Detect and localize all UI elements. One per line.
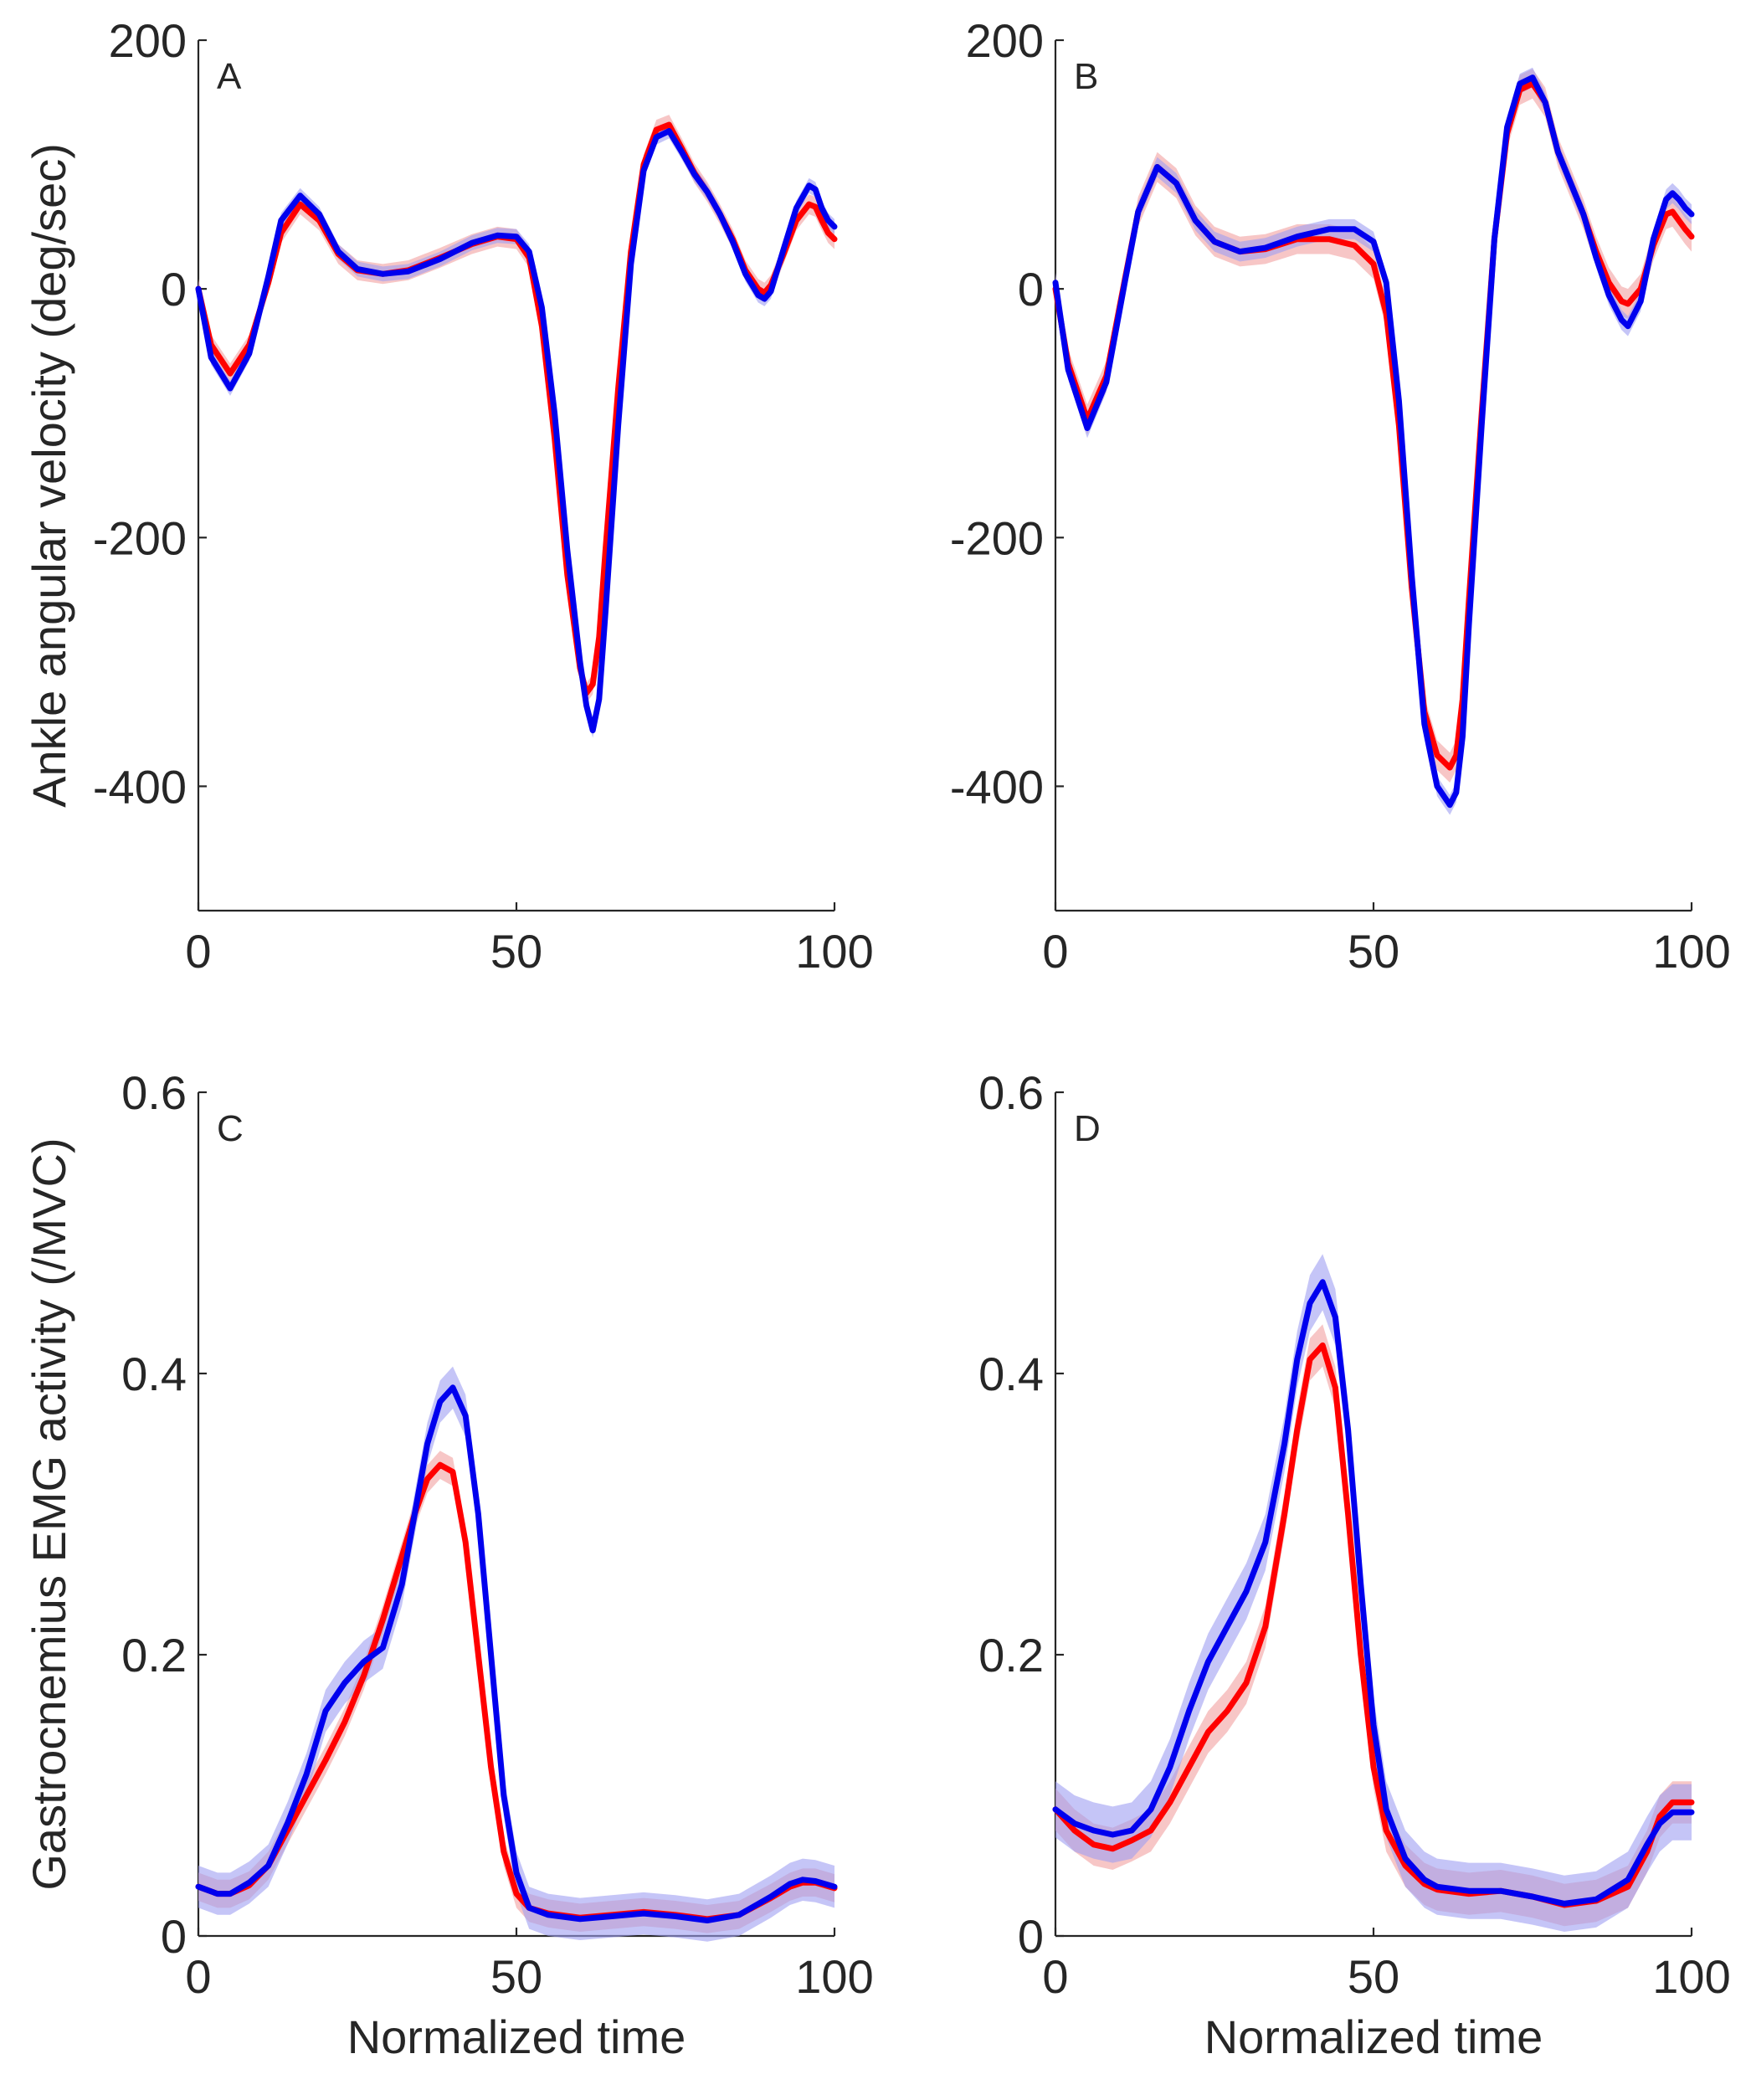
panel-b: -400 -200 0 200 0 50 100 B — [950, 14, 1731, 978]
x-axis-label: Normalized time — [1204, 2010, 1543, 2063]
panel-letter: A — [217, 56, 242, 97]
series-band-blue — [198, 1366, 834, 1942]
series-band-blue — [1055, 1254, 1692, 1932]
y-tick-label: 200 — [966, 14, 1044, 67]
x-tick-label: 100 — [795, 925, 873, 978]
x-tick-label: 50 — [490, 925, 542, 978]
panel-letter: B — [1074, 56, 1098, 97]
y-tick-label: 0.6 — [978, 1066, 1044, 1119]
series-line-red — [195, 1461, 838, 1923]
x-tick-label: 0 — [1042, 1950, 1068, 2003]
panel-d: 0 0.2 0.4 0.6 0 50 100 D Normalized time — [978, 1066, 1731, 2063]
panel-letter: C — [217, 1108, 244, 1149]
panel-c: 0 0.2 0.4 0.6 0 50 100 C Normalized time Gastrocn… — [23, 1066, 874, 2063]
series-line-red — [195, 121, 838, 696]
series-line-blue — [1052, 1279, 1695, 1907]
y-tick-label: 0 — [1018, 1910, 1044, 1963]
y-tick-label: -400 — [93, 760, 187, 813]
y-tick-label: 0.6 — [121, 1066, 187, 1119]
y-tick-label: -200 — [950, 511, 1044, 564]
y-tick-label: 0.4 — [121, 1348, 187, 1400]
y-axis-label: Gastrocnemius EMG activity (/MVC) — [23, 1137, 75, 1890]
x-tick-label: 0 — [185, 925, 211, 978]
panel-a: -400 -200 0 200 0 50 100 A Ankle angular velocit… — [23, 14, 874, 978]
y-tick-label: 0.4 — [978, 1348, 1044, 1400]
x-axis-label: Normalized time — [347, 2010, 686, 2063]
x-tick-label: 50 — [490, 1950, 542, 2003]
x-tick-label: 100 — [795, 1950, 873, 2003]
x-tick-label: 50 — [1348, 1950, 1399, 2003]
x-tick-label: 0 — [185, 1950, 211, 2003]
x-tick-label: 0 — [1042, 925, 1068, 978]
series-line-blue — [1052, 74, 1695, 809]
x-tick-label: 100 — [1652, 925, 1730, 978]
y-axis-label: Ankle angular velocity (deg/sec) — [23, 143, 75, 808]
y-tick-label: 0 — [161, 1910, 187, 1963]
series-line-blue — [195, 1384, 838, 1923]
series-line-blue — [195, 128, 838, 734]
y-tick-label: -200 — [93, 511, 187, 564]
y-tick-label: 0 — [161, 263, 187, 316]
y-tick-label: 200 — [109, 14, 187, 67]
panel-letter: D — [1074, 1108, 1101, 1149]
y-tick-label: -400 — [950, 760, 1044, 813]
x-tick-label: 100 — [1652, 1950, 1730, 2003]
y-tick-label: 0.2 — [978, 1629, 1044, 1682]
x-tick-label: 50 — [1348, 925, 1399, 978]
y-tick-label: 0 — [1018, 263, 1044, 316]
y-tick-label: 0.2 — [121, 1629, 187, 1682]
